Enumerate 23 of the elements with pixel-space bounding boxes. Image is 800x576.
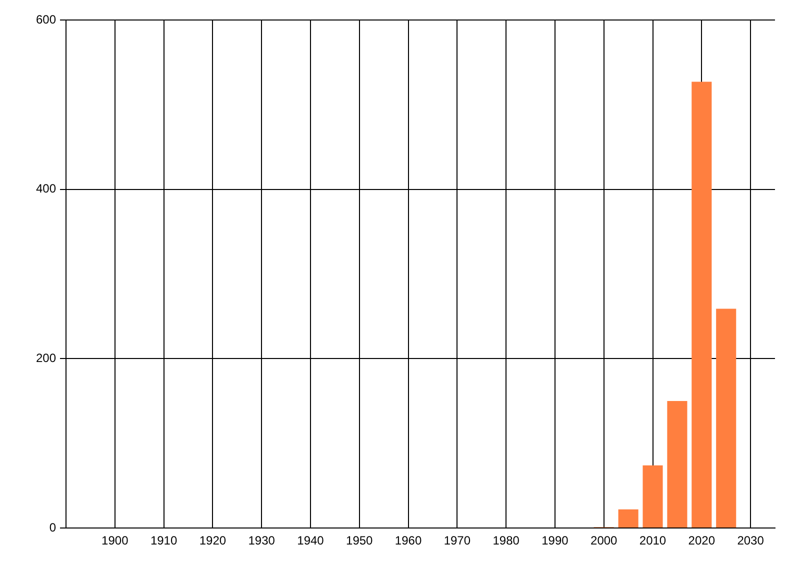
x-tick-label: 1900 [102, 534, 129, 548]
x-tick-label: 1990 [542, 534, 569, 548]
y-tick-label: 200 [36, 350, 56, 365]
x-tick-label: 1930 [248, 534, 276, 548]
x-tick-label: 1980 [492, 534, 520, 548]
bar [692, 82, 712, 528]
x-tick-label: 2010 [639, 534, 666, 548]
bar [642, 465, 663, 528]
x-tick-label: 1920 [199, 534, 226, 548]
bar [667, 401, 688, 528]
bar [618, 509, 638, 528]
x-tick-label: 1960 [394, 534, 422, 548]
x-tick-label: 2020 [688, 534, 716, 548]
bar [716, 308, 736, 528]
x-tick-label: 2030 [737, 534, 764, 548]
x-tick-label: 1910 [150, 534, 178, 548]
x-tick-label: 2000 [590, 534, 618, 548]
x-tick-label: 1940 [297, 534, 324, 548]
y-tick-label: 600 [36, 12, 56, 26]
x-tick-label: 1970 [444, 534, 471, 548]
y-tick-label: 400 [36, 182, 56, 196]
y-tick-label: 0 [49, 520, 56, 534]
x-tick-label: 1950 [346, 534, 374, 548]
